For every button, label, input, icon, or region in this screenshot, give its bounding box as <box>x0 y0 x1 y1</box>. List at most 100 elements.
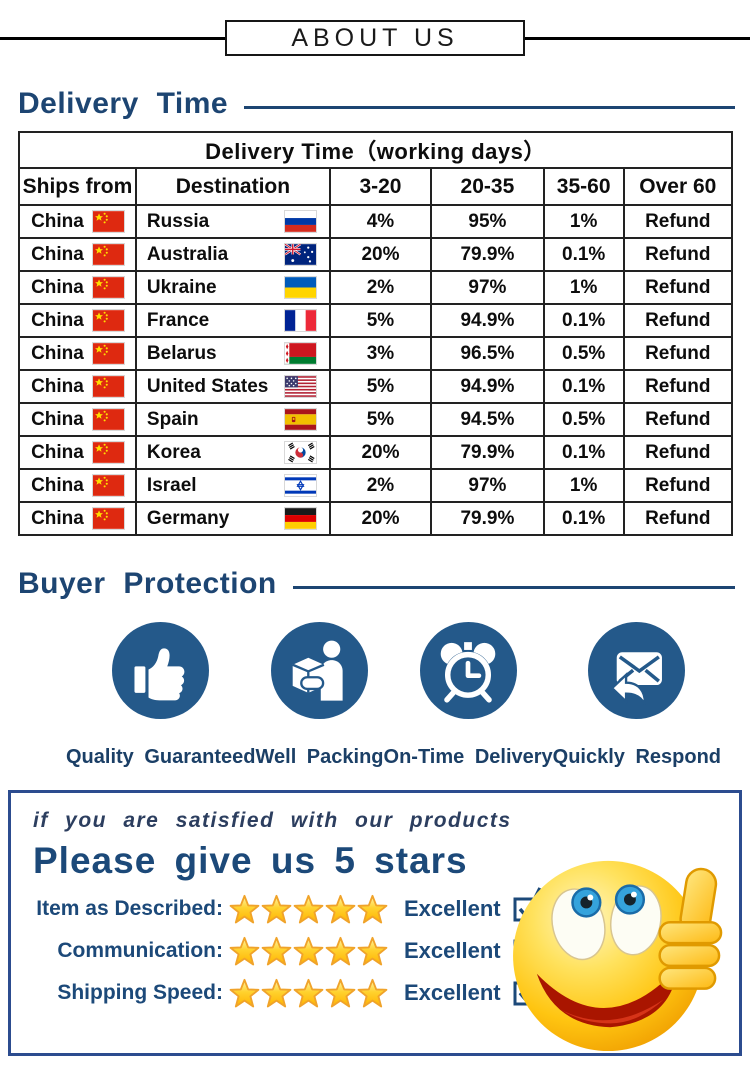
delivery-heading-divider-line <box>244 105 735 109</box>
cell-over-60: Refund <box>622 435 734 470</box>
about-us-header: ABOUT US <box>0 20 750 56</box>
rating-value: Excellent <box>404 980 501 1005</box>
table-row: China France 5% 94.9% 0.1% Refund <box>18 303 734 338</box>
flag-cn-icon <box>92 409 124 430</box>
table-row: China Israel 2% 97% 1% Refund <box>18 468 734 503</box>
cell-destination: Ukraine <box>134 270 331 305</box>
cell-ships-from: China <box>18 468 137 503</box>
cell-20-35: 94.9% <box>430 303 545 338</box>
cell-destination: Korea <box>134 435 331 470</box>
delivery-time-table: Delivery Time（working days） Ships from De… <box>18 131 734 536</box>
buyer-protection-label: On-Time Delivery <box>383 746 553 768</box>
cell-over-60: Refund <box>622 303 734 338</box>
flag-au-icon <box>284 244 316 265</box>
column-header: 35-60 <box>542 167 625 206</box>
column-header: Over 60 <box>622 167 734 206</box>
cell-20-35: 94.5% <box>430 402 545 437</box>
cell-35-60: 0.1% <box>542 369 625 404</box>
cell-3-20: 4% <box>328 204 433 239</box>
star-icon <box>229 978 260 1007</box>
delivery-time-section-header: Delivery Time <box>18 87 735 121</box>
flag-kr-icon <box>284 442 316 463</box>
star-icon <box>261 936 293 967</box>
flag-cn-icon <box>92 244 124 265</box>
rating-value: Excellent <box>404 896 501 921</box>
cell-20-35: 95% <box>430 204 545 239</box>
buyer-protection-label: Quickly Respond <box>552 746 722 768</box>
rating-stars <box>229 894 389 925</box>
cell-destination: Israel <box>134 468 331 503</box>
cell-3-20: 20% <box>328 435 433 470</box>
buyer-protection-items: Quality Guaranteed Well Packing On-Time … <box>0 622 750 769</box>
star-icon <box>325 936 356 965</box>
cell-ships-from: China <box>18 303 137 338</box>
buyer-protection-heading-divider-line <box>292 585 735 589</box>
cell-3-20: 5% <box>328 402 433 437</box>
cell-ships-from: China <box>18 336 137 371</box>
delivery-time-heading: Delivery Time <box>18 87 229 120</box>
star-icon <box>293 978 324 1007</box>
flag-by-icon <box>284 343 316 364</box>
cell-20-35: 79.9% <box>430 501 545 536</box>
feedback-intro-text: if you are satisfied with our products <box>33 809 512 832</box>
flag-es-icon <box>284 409 316 430</box>
star-icon <box>293 936 324 965</box>
buyer-protection-item: On-Time Delivery <box>384 622 553 769</box>
rating-label: Shipping Speed: <box>57 981 223 1004</box>
star-icon <box>325 894 356 923</box>
star-icon <box>293 978 325 1009</box>
star-icon <box>357 894 388 923</box>
star-icon <box>261 978 293 1009</box>
column-header: Ships from <box>18 167 137 206</box>
cell-3-20: 20% <box>328 237 433 272</box>
table-row: China Belarus 3% 96.5% 0.5% Refund <box>18 336 734 371</box>
about-us-title: ABOUT US <box>291 23 459 52</box>
table-row: China Ukraine 2% 97% 1% Refund <box>18 270 734 305</box>
cell-20-35: 94.9% <box>430 369 545 404</box>
envelope-reply-icon <box>610 651 662 705</box>
star-icon <box>293 894 325 925</box>
star-icon <box>357 936 389 967</box>
flag-cn-icon <box>92 442 124 463</box>
rating-value: Excellent <box>404 938 501 963</box>
column-header: 3-20 <box>328 167 433 206</box>
star-icon <box>229 978 261 1009</box>
flag-cn-icon <box>92 211 124 232</box>
buyer-protection-item: Quality Guaranteed <box>66 622 256 769</box>
table-row: China United States 5% 94.9% 0.1% Refund <box>18 369 734 404</box>
cell-35-60: 1% <box>542 204 625 239</box>
cell-ships-from: China <box>18 369 137 404</box>
star-icon <box>357 894 389 925</box>
star-icon <box>229 894 260 923</box>
cell-20-35: 79.9% <box>430 435 545 470</box>
cell-3-20: 3% <box>328 336 433 371</box>
flag-fr-icon <box>284 310 316 331</box>
flag-il-icon <box>284 475 316 496</box>
cell-20-35: 96.5% <box>430 336 545 371</box>
cell-destination: Russia <box>134 204 331 239</box>
flag-de-icon <box>284 508 316 529</box>
cell-over-60: Refund <box>622 270 734 305</box>
star-icon <box>293 894 324 923</box>
cell-20-35: 97% <box>430 468 545 503</box>
flag-ru-icon <box>284 211 316 232</box>
star-icon <box>357 978 389 1009</box>
alarm-clock-icon-circle <box>419 622 517 719</box>
cell-35-60: 1% <box>542 468 625 503</box>
cell-3-20: 2% <box>328 270 433 305</box>
buyer-protection-label: Well Packing <box>255 746 384 768</box>
cell-destination: Germany <box>134 501 331 536</box>
flag-cn-icon <box>92 475 124 496</box>
cell-3-20: 5% <box>328 369 433 404</box>
cell-over-60: Refund <box>622 204 734 239</box>
cell-35-60: 0.1% <box>542 303 625 338</box>
cell-over-60: Refund <box>622 369 734 404</box>
thumbs-up-icon <box>134 647 185 700</box>
header-rule-left <box>0 36 225 40</box>
rating-label: Communication: <box>57 939 223 962</box>
star-icon <box>357 978 388 1007</box>
buyer-protection-item: Well Packing <box>256 622 384 769</box>
cell-ships-from: China <box>18 204 137 239</box>
cell-35-60: 0.5% <box>542 336 625 371</box>
cell-over-60: Refund <box>622 237 734 272</box>
